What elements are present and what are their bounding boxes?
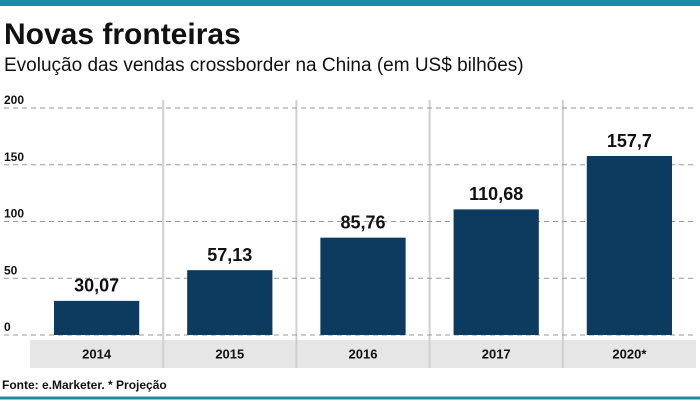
value-label: 57,13 xyxy=(207,245,252,265)
y-tick-label: 200 xyxy=(4,93,24,107)
top-bar xyxy=(0,0,700,6)
y-tick-label: 100 xyxy=(4,207,24,221)
chart-title: Novas fronteiras xyxy=(4,18,241,51)
bar xyxy=(320,237,406,335)
value-label: 30,07 xyxy=(74,276,119,296)
category-band xyxy=(30,340,696,368)
bar xyxy=(586,156,673,335)
chart-subtitle: Evolução das vendas crossborder na China… xyxy=(4,55,524,76)
x-tick-label: 2016 xyxy=(349,346,378,361)
x-tick-label: 2014 xyxy=(82,346,112,361)
bar xyxy=(453,209,539,335)
bar xyxy=(53,300,140,335)
x-tick-label: 2020* xyxy=(612,346,647,361)
value-label: 110,68 xyxy=(469,184,523,204)
x-tick-label: 2017 xyxy=(482,346,511,361)
value-label: 157,7 xyxy=(607,131,652,151)
value-label: 85,76 xyxy=(340,212,385,232)
source: Fonte: e.Marketer. * Projeção xyxy=(2,378,167,392)
y-tick-label: 0 xyxy=(4,320,11,334)
bar xyxy=(187,270,273,335)
y-tick-label: 50 xyxy=(4,263,18,277)
x-tick-label: 2015 xyxy=(215,346,244,361)
y-tick-label: 150 xyxy=(4,150,24,164)
